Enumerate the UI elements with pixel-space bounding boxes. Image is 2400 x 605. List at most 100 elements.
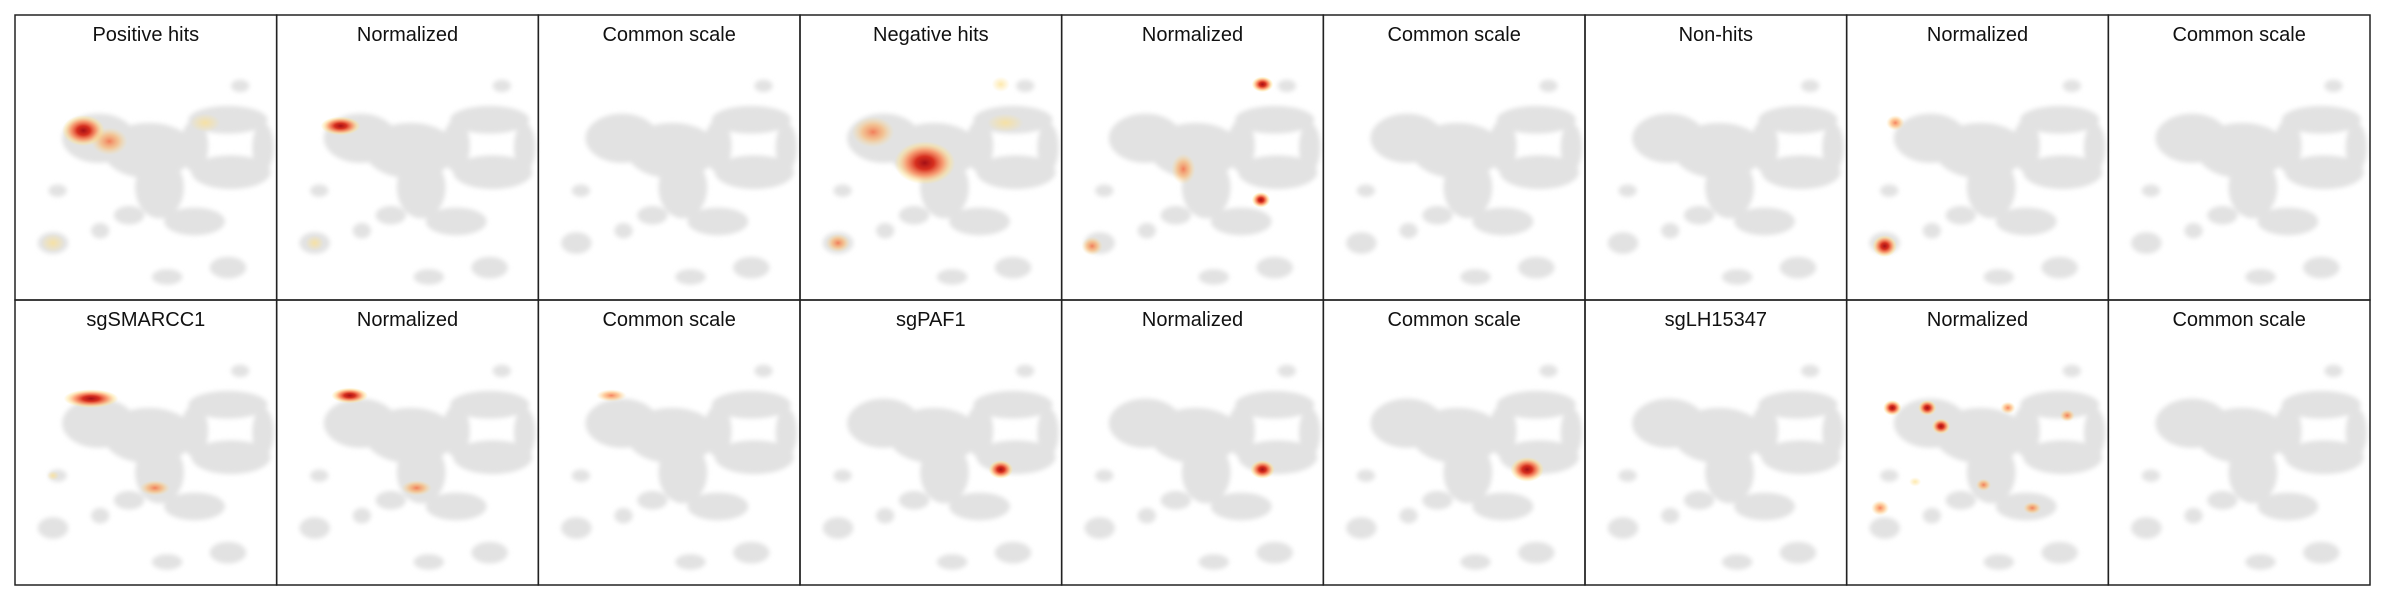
density-map (1346, 80, 1582, 285)
density-hotspot (987, 113, 1024, 133)
panel-title: Common scale (2172, 24, 2305, 46)
umap-background (299, 80, 535, 285)
panel-title: sgLH15347 (1665, 309, 1767, 331)
density-map (1346, 365, 1582, 570)
density-map (299, 365, 535, 570)
panel-title: Normalized (357, 309, 458, 331)
density-map (1869, 80, 2105, 285)
density-map (1608, 80, 1844, 285)
density-hotspot (1909, 477, 1922, 487)
density-hotspot (1883, 400, 1902, 416)
panel-title: Common scale (1387, 24, 1520, 46)
density-map (1084, 365, 1320, 570)
density-hotspot (139, 480, 171, 496)
density-hotspot (305, 235, 324, 251)
panel: Normalized (1845, 299, 2110, 586)
umap-background (561, 80, 797, 285)
panel: Common scale (1322, 14, 1586, 301)
panel: Common scale (2107, 299, 2371, 586)
panel: Normalized (1060, 299, 1325, 586)
panel-title: Non-hits (1679, 24, 1753, 46)
density-map (1608, 365, 1844, 570)
density-hotspot (1251, 76, 1274, 93)
umap-background (1608, 365, 1844, 570)
density-map (1869, 365, 2105, 570)
umap-background (823, 365, 1059, 570)
density-map (38, 365, 274, 570)
density-map (299, 80, 535, 285)
density-hotspot (320, 116, 361, 136)
panel-title: Normalized (1927, 24, 2028, 46)
umap-background (2131, 365, 2367, 570)
panel-title: Normalized (1927, 309, 2028, 331)
density-hotspot (1975, 478, 1992, 492)
panel: Common scale (537, 299, 801, 586)
density-hotspot (1931, 418, 1951, 435)
panel: Non-hits (1584, 14, 1848, 301)
umap-background (1608, 80, 1844, 285)
umap-background (823, 80, 1059, 285)
umap-background (1869, 80, 2105, 285)
density-hotspot (988, 460, 1013, 479)
panel-title: Negative hits (873, 24, 989, 46)
density-hotspot (1871, 500, 1890, 516)
density-hotspot (46, 471, 60, 481)
panel: Normalized (275, 14, 540, 301)
density-map (1081, 76, 1320, 285)
umap-background (2131, 80, 2367, 285)
density-hotspot (1251, 192, 1271, 208)
panel-title: Normalized (357, 24, 458, 46)
density-hotspot (1510, 457, 1544, 482)
umap-background (1346, 365, 1582, 570)
density-hotspot (596, 389, 627, 402)
density-hotspot (1872, 235, 1897, 257)
density-hotspot (401, 480, 432, 496)
panel-title: Normalized (1142, 24, 1243, 46)
density-hotspot (1081, 236, 1103, 256)
density-hotspot (189, 113, 221, 133)
panel-title: sgPAF1 (896, 309, 966, 331)
umap-background (38, 80, 274, 285)
density-hotspot (1918, 400, 1937, 416)
umap-background (1084, 365, 1320, 570)
density-map (561, 365, 797, 570)
panel-border (2107, 299, 2371, 586)
panel-title: Positive hits (92, 24, 199, 46)
density-hotspot (1886, 115, 1905, 131)
panel: Common scale (1322, 299, 1586, 586)
panel: Negative hits (799, 14, 1063, 301)
density-hotspot (40, 233, 66, 253)
density-hotspot (1250, 460, 1275, 479)
umap-background (1084, 80, 1320, 285)
panel-title: Common scale (602, 24, 735, 46)
panel-title: Common scale (2172, 309, 2305, 331)
density-map (38, 80, 274, 285)
density-map (823, 365, 1059, 570)
density-hotspot (2059, 409, 2075, 422)
density-hotspot (63, 389, 119, 408)
panel: Common scale (2107, 14, 2371, 301)
density-map (2131, 365, 2367, 570)
panel: Common scale (537, 14, 801, 301)
panel: Normalized (1845, 14, 2110, 301)
density-hotspot (1171, 153, 1196, 185)
density-hotspot (331, 387, 368, 404)
panel: Positive hits (14, 14, 278, 301)
panel: sgSMARCC1 (14, 299, 278, 586)
density-hotspot (2023, 501, 2042, 515)
density-map (2131, 80, 2367, 285)
panel-title: sgSMARCC1 (86, 309, 205, 331)
umap-background (1346, 80, 1582, 285)
panel-title: Normalized (1142, 309, 1243, 331)
density-hotspot (2000, 401, 2016, 414)
panel-title: Common scale (602, 309, 735, 331)
panel: Normalized (1060, 14, 1325, 301)
density-hotspot (851, 116, 895, 148)
density-map (823, 76, 1059, 285)
density-hotspot (991, 76, 1010, 93)
density-hotspot (825, 233, 851, 253)
panel: sgLH15347 (1584, 299, 1848, 586)
panel-title: Common scale (1387, 309, 1520, 331)
